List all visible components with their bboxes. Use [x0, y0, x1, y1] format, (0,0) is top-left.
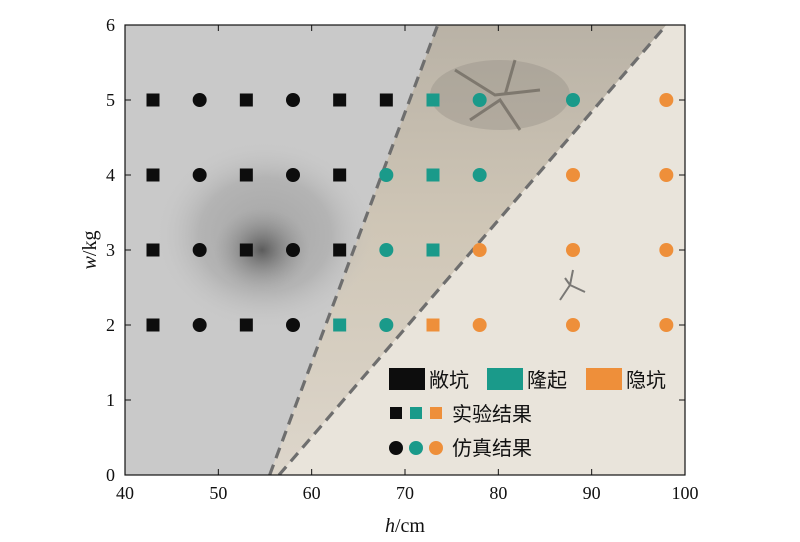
- simulation-point-bulge: [379, 318, 394, 332]
- y-tick-label: 2: [106, 315, 115, 335]
- simulation-point-open-crater: [192, 243, 207, 257]
- simulation-point-bulge: [566, 93, 580, 107]
- legend-label-hidden-crater: 隐坑: [626, 368, 666, 392]
- simulation-point-hidden-crater: [659, 168, 674, 182]
- legend-circle-black: [389, 441, 403, 455]
- simulation-point-open-crater: [286, 93, 300, 107]
- simulation-point-hidden-crater: [566, 243, 580, 257]
- y-tick-label: 3: [106, 240, 115, 260]
- simulation-point-open-crater: [192, 93, 207, 107]
- experiment-point-open-crater: [239, 168, 253, 182]
- simulation-point-bulge: [379, 243, 394, 257]
- legend-label-bulge: 隆起: [527, 368, 567, 392]
- data-points: [146, 93, 674, 332]
- experiment-point-open-crater: [333, 243, 347, 257]
- experiment-point-open-crater: [146, 168, 160, 182]
- legend-label-experiment: 实验结果: [452, 402, 532, 426]
- region-bulge: [269, 25, 667, 475]
- legend: 敞坑 隆起 隐坑 实验结果 仿真结果: [389, 368, 666, 460]
- x-tick-label: 90: [583, 483, 601, 503]
- simulation-point-hidden-crater: [659, 318, 674, 332]
- simulation-point-open-crater: [192, 168, 207, 182]
- boundary-line-1: [268, 25, 440, 475]
- simulation-point-hidden-crater: [566, 168, 580, 182]
- axis-ticks: [124, 24, 686, 476]
- legend-square-orange: [430, 407, 442, 419]
- legend-label-simulation: 仿真结果: [452, 436, 532, 460]
- experiment-point-open-crater: [146, 318, 160, 332]
- legend-circle-teal: [409, 441, 423, 455]
- x-tick-label: 50: [209, 483, 227, 503]
- y-tick-labels: 0 1 2 3 4 5 6: [106, 15, 115, 485]
- y-tick-label: 4: [106, 165, 115, 185]
- y-tick-label: 6: [106, 15, 115, 35]
- y-tick-label: 1: [106, 390, 115, 410]
- x-tick-label: 40: [116, 483, 134, 503]
- legend-swatch-hidden-crater: [586, 368, 622, 390]
- x-tick-label: 100: [672, 483, 699, 503]
- simulation-point-bulge: [379, 168, 394, 182]
- x-tick-labels: 40 50 60 70 80 90 100: [116, 483, 699, 503]
- experiment-point-open-crater: [379, 93, 393, 107]
- experiment-point-open-crater: [146, 93, 160, 107]
- experiment-point-open-crater: [239, 318, 253, 332]
- experiment-point-open-crater: [239, 93, 253, 107]
- simulation-point-hidden-crater: [472, 318, 487, 332]
- legend-swatch-open-crater: [389, 368, 425, 390]
- y-axis-title: w/kg: [79, 231, 101, 270]
- simulation-point-open-crater: [192, 318, 207, 332]
- simulation-point-hidden-crater: [659, 93, 674, 107]
- experiment-point-bulge: [426, 243, 440, 257]
- simulation-point-hidden-crater: [472, 243, 487, 257]
- experiment-point-hidden-crater: [426, 318, 440, 332]
- x-axis-title: h/cm: [385, 515, 425, 537]
- y-tick-label: 5: [106, 90, 115, 110]
- legend-label-open-crater: 敞坑: [429, 368, 469, 392]
- simulation-point-open-crater: [286, 243, 300, 257]
- hidden-crack: [559, 269, 586, 301]
- simulation-point-hidden-crater: [659, 243, 674, 257]
- x-tick-label: 60: [303, 483, 321, 503]
- x-tick-label: 70: [396, 483, 414, 503]
- x-tick-label: 80: [489, 483, 507, 503]
- y-tick-label: 0: [106, 465, 115, 485]
- simulation-point-hidden-crater: [566, 318, 580, 332]
- legend-square-teal: [410, 407, 422, 419]
- simulation-point-open-crater: [286, 168, 300, 182]
- simulation-point-open-crater: [286, 318, 300, 332]
- experiment-point-bulge: [333, 318, 347, 332]
- legend-square-black: [390, 407, 402, 419]
- bulge-crack: [454, 59, 541, 131]
- experiment-point-open-crater: [239, 243, 253, 257]
- experiment-point-open-crater: [333, 93, 347, 107]
- legend-circle-orange: [429, 441, 443, 455]
- experiment-point-open-crater: [146, 243, 160, 257]
- simulation-point-bulge: [472, 93, 487, 107]
- experiment-point-bulge: [426, 93, 440, 107]
- background-photo: [125, 25, 685, 475]
- experiment-point-open-crater: [333, 168, 347, 182]
- simulation-point-bulge: [472, 168, 487, 182]
- legend-swatch-bulge: [487, 368, 523, 390]
- experiment-point-bulge: [426, 168, 440, 182]
- crater-hole: [214, 208, 310, 292]
